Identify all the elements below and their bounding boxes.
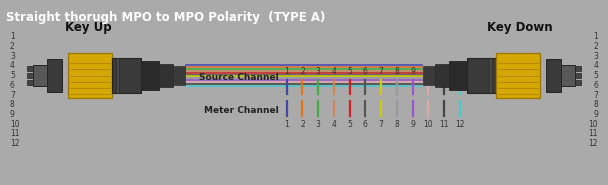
- Text: 3: 3: [316, 120, 320, 129]
- Text: 9: 9: [410, 67, 415, 75]
- Bar: [27, 73, 33, 78]
- Text: 2: 2: [300, 120, 305, 129]
- Text: 5: 5: [347, 120, 352, 129]
- Text: 1: 1: [285, 67, 289, 75]
- Text: 8: 8: [395, 67, 399, 75]
- Text: 1: 1: [285, 120, 289, 129]
- Bar: [27, 80, 33, 85]
- Text: 10: 10: [423, 67, 433, 75]
- Bar: [561, 65, 575, 86]
- Bar: [116, 58, 119, 93]
- Text: 12: 12: [589, 139, 598, 148]
- Text: 12: 12: [10, 139, 19, 148]
- Text: 10: 10: [10, 120, 19, 129]
- Text: Meter Channel: Meter Channel: [204, 106, 278, 115]
- Bar: [449, 61, 468, 90]
- Bar: [27, 66, 33, 71]
- Bar: [112, 58, 140, 93]
- Bar: [575, 73, 581, 78]
- Text: 3: 3: [593, 52, 598, 60]
- Text: 8: 8: [395, 120, 399, 129]
- Text: Source Channel: Source Channel: [199, 73, 278, 82]
- Text: 11: 11: [439, 120, 449, 129]
- Text: 11: 11: [10, 130, 19, 138]
- Text: 4: 4: [331, 120, 336, 129]
- Bar: [159, 64, 173, 87]
- Text: 2: 2: [593, 42, 598, 51]
- Text: 2: 2: [10, 42, 15, 51]
- Bar: [435, 64, 449, 87]
- Text: 7: 7: [593, 90, 598, 100]
- Text: 4: 4: [10, 61, 15, 70]
- Text: Key Down: Key Down: [487, 21, 553, 33]
- Text: 8: 8: [10, 100, 15, 109]
- Text: 4: 4: [593, 61, 598, 70]
- Text: 5: 5: [10, 71, 15, 80]
- Text: 12: 12: [455, 120, 465, 129]
- Text: 6: 6: [593, 81, 598, 90]
- Text: 10: 10: [589, 120, 598, 129]
- Bar: [468, 58, 496, 93]
- Bar: [547, 59, 561, 92]
- Text: 9: 9: [593, 110, 598, 119]
- Text: 11: 11: [589, 130, 598, 138]
- Text: 7: 7: [10, 90, 15, 100]
- Text: 10: 10: [423, 120, 433, 129]
- Text: Key Up: Key Up: [64, 21, 111, 33]
- Bar: [33, 65, 47, 86]
- Bar: [173, 66, 185, 85]
- Text: 7: 7: [379, 67, 384, 75]
- Text: 11: 11: [439, 67, 449, 75]
- Text: 6: 6: [363, 120, 368, 129]
- Text: 6: 6: [363, 67, 368, 75]
- Bar: [423, 66, 435, 85]
- Bar: [140, 61, 159, 90]
- Text: 8: 8: [593, 100, 598, 109]
- Text: 5: 5: [347, 67, 352, 75]
- Text: 3: 3: [316, 67, 320, 75]
- Bar: [47, 59, 61, 92]
- Text: 4: 4: [331, 67, 336, 75]
- Text: 9: 9: [410, 120, 415, 129]
- Text: 12: 12: [455, 67, 465, 75]
- Text: 9: 9: [10, 110, 15, 119]
- Text: 6: 6: [10, 81, 15, 90]
- Bar: [496, 53, 541, 98]
- Text: 3: 3: [10, 52, 15, 60]
- Bar: [67, 53, 112, 98]
- Text: 1: 1: [593, 32, 598, 41]
- Bar: [489, 58, 492, 93]
- Text: 7: 7: [379, 120, 384, 129]
- Bar: [575, 80, 581, 85]
- Text: 1: 1: [10, 32, 15, 41]
- Text: 2: 2: [300, 67, 305, 75]
- Bar: [575, 66, 581, 71]
- Text: Straight thorugh MPO to MPO Polarity  (TYPE A): Straight thorugh MPO to MPO Polarity (TY…: [6, 11, 325, 24]
- Text: 5: 5: [593, 71, 598, 80]
